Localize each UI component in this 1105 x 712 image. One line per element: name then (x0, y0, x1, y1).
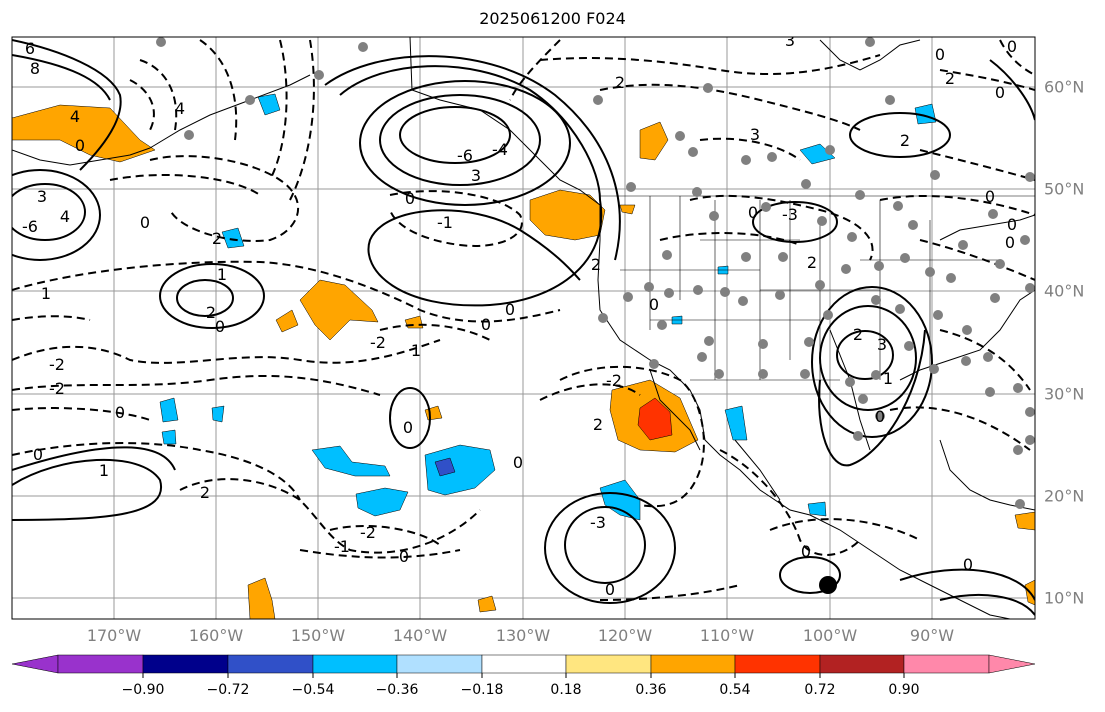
lon-label: 170°W (86, 626, 142, 645)
svg-text:-2: -2 (49, 379, 65, 398)
graticule (12, 37, 1035, 619)
svg-text:0: 0 (140, 213, 150, 232)
svg-text:0: 0 (505, 300, 515, 319)
svg-text:3: 3 (471, 166, 481, 185)
colorbar-tick-label: 0.18 (550, 682, 582, 698)
svg-text:4: 4 (60, 207, 70, 226)
svg-text:-3: -3 (782, 205, 798, 224)
coastlines (12, 37, 1035, 619)
svg-text:-1: -1 (334, 537, 350, 556)
lon-label: 120°W (597, 626, 653, 645)
svg-text:0: 0 (1007, 215, 1017, 234)
svg-text:1: 1 (41, 284, 51, 303)
svg-text:8: 8 (30, 59, 40, 78)
svg-text:0: 0 (405, 189, 415, 208)
svg-text:-2: -2 (49, 355, 65, 374)
shaded-anomalies (12, 93, 1035, 619)
lon-label: 110°W (699, 626, 755, 645)
dashed-contours (12, 39, 1035, 601)
svg-text:0: 0 (801, 542, 811, 561)
station-dots (156, 37, 1035, 509)
colorbar-tick-label: 0.36 (635, 682, 667, 698)
svg-text:2: 2 (615, 73, 625, 92)
svg-text:0: 0 (935, 45, 945, 64)
map-title: 2025061200 F024 (479, 9, 626, 28)
svg-text:-3: -3 (590, 513, 606, 532)
lon-label: 100°W (802, 626, 858, 645)
svg-text:0: 0 (513, 453, 523, 472)
lat-label: 50°N (1044, 179, 1085, 199)
colorbar-tick-label: −0.90 (121, 682, 165, 698)
svg-text:0: 0 (875, 407, 885, 426)
svg-text:-2: -2 (360, 523, 376, 542)
contour-labels: 6 8 4 4 0 3 4 -6 0 2 1 -2 -2 0 0 1 2 1 2… (22, 31, 1017, 599)
svg-text:3: 3 (750, 125, 760, 144)
svg-text:2: 2 (945, 69, 955, 88)
svg-text:2: 2 (807, 253, 817, 272)
colorbar-tick-label: −0.72 (206, 682, 250, 698)
svg-text:2: 2 (200, 483, 210, 502)
svg-text:1: 1 (217, 265, 227, 284)
svg-text:0: 0 (963, 555, 973, 574)
svg-text:0: 0 (215, 317, 225, 336)
lon-label: 130°W (495, 626, 551, 645)
svg-text:0: 0 (1005, 233, 1015, 252)
svg-text:0: 0 (1007, 37, 1017, 56)
svg-text:-2: -2 (606, 371, 622, 390)
lon-label: 150°W (290, 626, 346, 645)
lat-label: 10°N (1044, 588, 1085, 608)
lon-label: 90°W (909, 626, 955, 645)
svg-text:1: 1 (883, 369, 893, 388)
colorbar-tick-label: 0.72 (804, 682, 836, 698)
colorbar-tick-label: −0.54 (291, 682, 335, 698)
svg-text:2: 2 (853, 325, 863, 344)
svg-text:0: 0 (605, 580, 615, 599)
svg-text:0: 0 (75, 136, 85, 155)
svg-text:4: 4 (175, 99, 185, 118)
svg-text:0: 0 (995, 83, 1005, 102)
svg-text:3: 3 (785, 31, 795, 50)
political-borders (600, 195, 1035, 400)
svg-text:0: 0 (33, 445, 43, 464)
storm-center-marker (819, 576, 837, 594)
colorbar-tick-label: 0.90 (888, 682, 920, 698)
solid-contours (12, 39, 1035, 616)
colorbar-tick-label: −0.36 (375, 682, 419, 698)
svg-text:0: 0 (985, 187, 995, 206)
plot-frame (11, 36, 1036, 620)
svg-text:-2: -2 (370, 333, 386, 352)
svg-text:-1: -1 (437, 213, 453, 232)
svg-text:2: 2 (900, 131, 910, 150)
colorbar-tick-label: −0.18 (460, 682, 504, 698)
svg-text:-6: -6 (457, 146, 473, 165)
svg-text:0: 0 (748, 203, 758, 222)
svg-text:2: 2 (212, 229, 222, 248)
svg-text:3: 3 (37, 187, 47, 206)
svg-text:4: 4 (70, 107, 80, 126)
svg-text:6: 6 (25, 39, 35, 58)
svg-text:2: 2 (206, 303, 216, 322)
lat-label: 30°N (1044, 384, 1085, 404)
svg-text:0: 0 (399, 547, 409, 566)
lat-label: 60°N (1044, 77, 1085, 97)
svg-text:-4: -4 (492, 140, 508, 159)
lat-label: 40°N (1044, 281, 1085, 301)
svg-text:3: 3 (877, 335, 887, 354)
svg-text:2: 2 (591, 255, 601, 274)
svg-text:2: 2 (593, 415, 603, 434)
svg-text:-6: -6 (22, 217, 38, 236)
svg-text:0: 0 (403, 418, 413, 437)
lat-label: 20°N (1044, 486, 1085, 506)
svg-text:1: 1 (99, 461, 109, 480)
svg-text:0: 0 (649, 295, 659, 314)
colorbar-tick-label: 0.54 (719, 682, 751, 698)
svg-text:0: 0 (481, 315, 491, 334)
svg-text:1: 1 (411, 341, 421, 360)
svg-text:0: 0 (115, 403, 125, 422)
colorbar-ticks (142, 673, 905, 678)
lon-label: 160°W (188, 626, 244, 645)
lon-label: 140°W (392, 626, 448, 645)
colorbar (11, 654, 1036, 674)
